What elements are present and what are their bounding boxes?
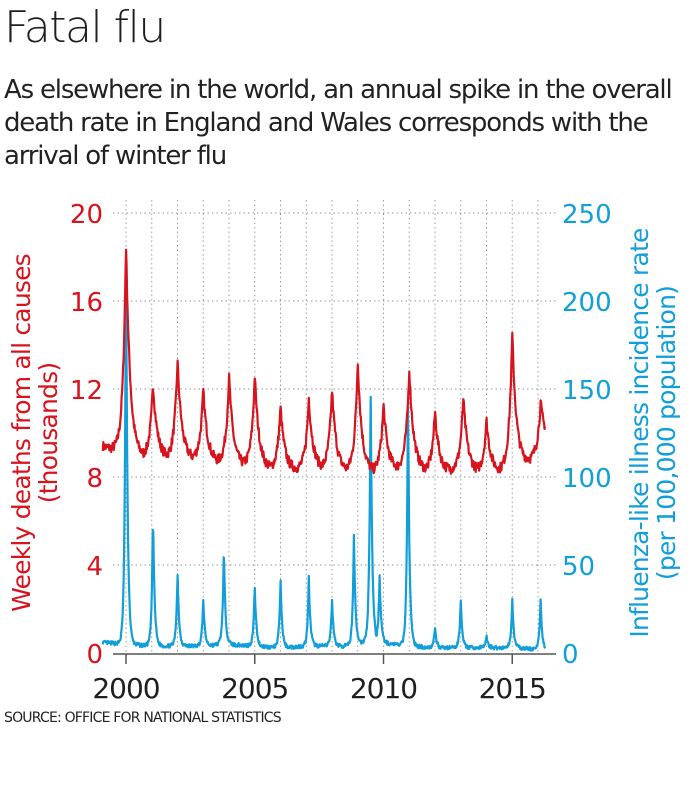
series-line-flu-incidence xyxy=(101,266,547,652)
series-line-weekly-deaths xyxy=(101,248,547,475)
y-left-tick-label: 0 xyxy=(86,640,103,670)
y-right-tick-label: 150 xyxy=(562,376,612,406)
y-left-tick-label: 12 xyxy=(70,376,103,406)
x-tick-label: 2000 xyxy=(92,672,159,700)
source-note: SOURCE: OFFICE FOR NATIONAL STATISTICS xyxy=(4,710,282,726)
x-tick-label: 2015 xyxy=(479,672,546,700)
y-right-tick-label: 200 xyxy=(562,288,612,318)
axes xyxy=(113,653,556,664)
y-left-tick-label: 8 xyxy=(86,464,103,494)
y-right-tick-label: 50 xyxy=(562,552,595,582)
x-tick-label: 2010 xyxy=(350,672,417,700)
chart-subtitle: As elsewhere in the world, an annual spi… xyxy=(4,75,673,171)
y-right-tick-label: 250 xyxy=(562,200,612,230)
y-axis-left-label-line2: (thousands) xyxy=(34,363,63,504)
y-axis-left-label-line1: Weekly deaths from all causes xyxy=(7,254,36,612)
y-right-tick-label: 100 xyxy=(562,464,612,494)
chart-title: Fatal flu xyxy=(4,2,166,53)
y-axis-right-label-line2: (per 100,000 population) xyxy=(652,286,681,580)
y-right-tick-label: 0 xyxy=(562,640,579,670)
y-left-tick-label: 4 xyxy=(86,552,103,582)
y-left-tick-label: 16 xyxy=(70,288,103,318)
x-tick-label: 2005 xyxy=(221,672,288,700)
y-axis-right-label-line1: Influenza-like illness incidence rate xyxy=(625,228,654,638)
y-left-tick-label: 20 xyxy=(70,200,103,230)
series-group xyxy=(101,248,547,652)
chart: 2000 2005 2010 2015048121620050100150200250… xyxy=(7,200,681,700)
